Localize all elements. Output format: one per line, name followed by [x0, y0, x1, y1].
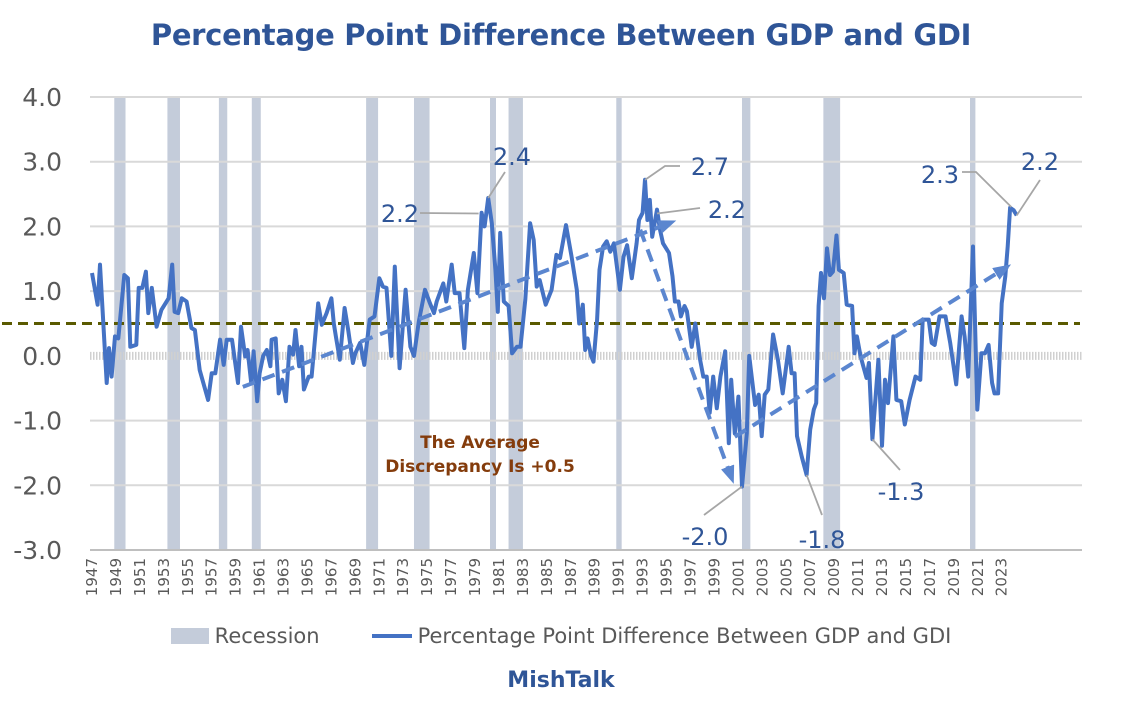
x-tick-label: 1947 [83, 558, 101, 596]
annotation-label: 2.7 [691, 153, 729, 181]
x-tick-label: 1979 [466, 558, 484, 596]
series-line [90, 177, 1019, 489]
x-tick-label: 2015 [897, 558, 915, 596]
trend-arrow [733, 264, 1012, 439]
brand-logo-text: MishTalk [507, 668, 615, 693]
annotation-leader [871, 438, 901, 471]
average-note: The Average Discrepancy Is +0.5 [330, 431, 630, 479]
x-tick-label: 1985 [538, 558, 556, 596]
annotation-leader [656, 207, 701, 215]
annotation-leader [1015, 179, 1041, 216]
x-tick-label: 2007 [801, 558, 819, 596]
recession-band [218, 97, 228, 550]
annotation-label: 2.2 [381, 200, 419, 228]
x-tick-label: 2017 [921, 558, 939, 596]
x-tick-label: 1965 [298, 558, 316, 596]
annotation-label: -1.3 [878, 478, 925, 506]
x-tick-label: 2005 [777, 558, 795, 596]
annotation-label: 2.2 [708, 196, 746, 224]
legend-item-series: Percentage Point Difference Between GDP … [371, 624, 952, 648]
recession-band [251, 97, 261, 550]
x-tick-label: 1995 [658, 558, 676, 596]
x-tick-label: 1997 [682, 558, 700, 596]
recession-band [490, 97, 496, 550]
annotation-label: 2.2 [1021, 148, 1059, 176]
annotation-leader [805, 474, 823, 516]
x-tick-label: 2013 [873, 558, 891, 596]
annotation-leader [703, 485, 743, 516]
x-tick-label: 1999 [705, 558, 723, 596]
y-tick-label: 2.0 [22, 212, 62, 241]
x-tick-label: 1981 [490, 558, 508, 596]
x-tick-label: 2003 [753, 558, 771, 596]
recession-band [167, 97, 180, 550]
recession-swatch [170, 628, 209, 644]
chart-title: Percentage Point Difference Between GDP … [150, 18, 972, 52]
y-tick-label: -3.0 [13, 536, 62, 565]
recession-band [969, 97, 976, 550]
x-tick-label: 1963 [275, 558, 293, 596]
annotation-label: 2.4 [493, 143, 531, 171]
legend-label-series: Percentage Point Difference Between GDP … [417, 624, 952, 648]
x-tick-label: 1973 [394, 558, 412, 596]
x-tick-label: 1993 [634, 558, 652, 596]
average-note-line1: The Average [420, 433, 540, 453]
x-tick-label: 1957 [203, 558, 221, 596]
x-tick-label: 1983 [514, 558, 532, 596]
x-tick-label: 2019 [945, 558, 963, 596]
x-tick-label: 1959 [227, 558, 245, 596]
annotation-leader [487, 171, 506, 199]
legend-item-recession: Recession [170, 624, 320, 648]
x-tick-label: 2001 [729, 558, 747, 596]
x-tick-label: 1987 [562, 558, 580, 596]
average-note-line2: Discrepancy Is +0.5 [385, 457, 575, 477]
x-tick-label: 1949 [107, 558, 125, 596]
annotation-leader [962, 171, 1012, 208]
x-tick-label: 1991 [610, 558, 628, 596]
x-tick-label: 1989 [586, 558, 604, 596]
annotation-leader [644, 165, 680, 181]
y-tick-label: 4.0 [22, 83, 62, 112]
y-tick-label: 1.0 [22, 277, 62, 306]
annotation-label: 2.3 [921, 161, 959, 189]
x-tick-label: 1955 [179, 558, 197, 596]
x-tick-label: 1967 [322, 558, 340, 596]
x-tick-label: 1971 [370, 558, 388, 596]
x-tick-label: 2023 [993, 558, 1011, 596]
series-swatch [371, 634, 412, 638]
x-tick-label: 1975 [418, 558, 436, 596]
x-tick-label: 1953 [155, 558, 173, 596]
x-tick-label: 1977 [442, 558, 460, 596]
legend-label-recession: Recession [214, 624, 320, 648]
legend: Recession Percentage Point Difference Be… [0, 624, 1122, 648]
x-tick-label: 1961 [251, 558, 269, 596]
annotation-label: -2.0 [682, 523, 729, 551]
trend-arrow [638, 228, 735, 484]
y-tick-label: 0.0 [22, 342, 62, 371]
trend-arrow [242, 220, 677, 389]
x-tick-label: 1969 [346, 558, 364, 596]
x-tick-label: 2011 [849, 558, 867, 596]
y-tick-label: -1.0 [13, 407, 62, 436]
annotation-label: -1.8 [799, 526, 846, 554]
y-tick-label: 3.0 [22, 148, 62, 177]
x-tick-label: 2021 [969, 558, 987, 596]
x-tick-label: 1951 [131, 558, 149, 596]
x-tick-label: 2009 [825, 558, 843, 596]
recession-band [823, 97, 841, 550]
y-tick-label: -2.0 [13, 471, 62, 500]
